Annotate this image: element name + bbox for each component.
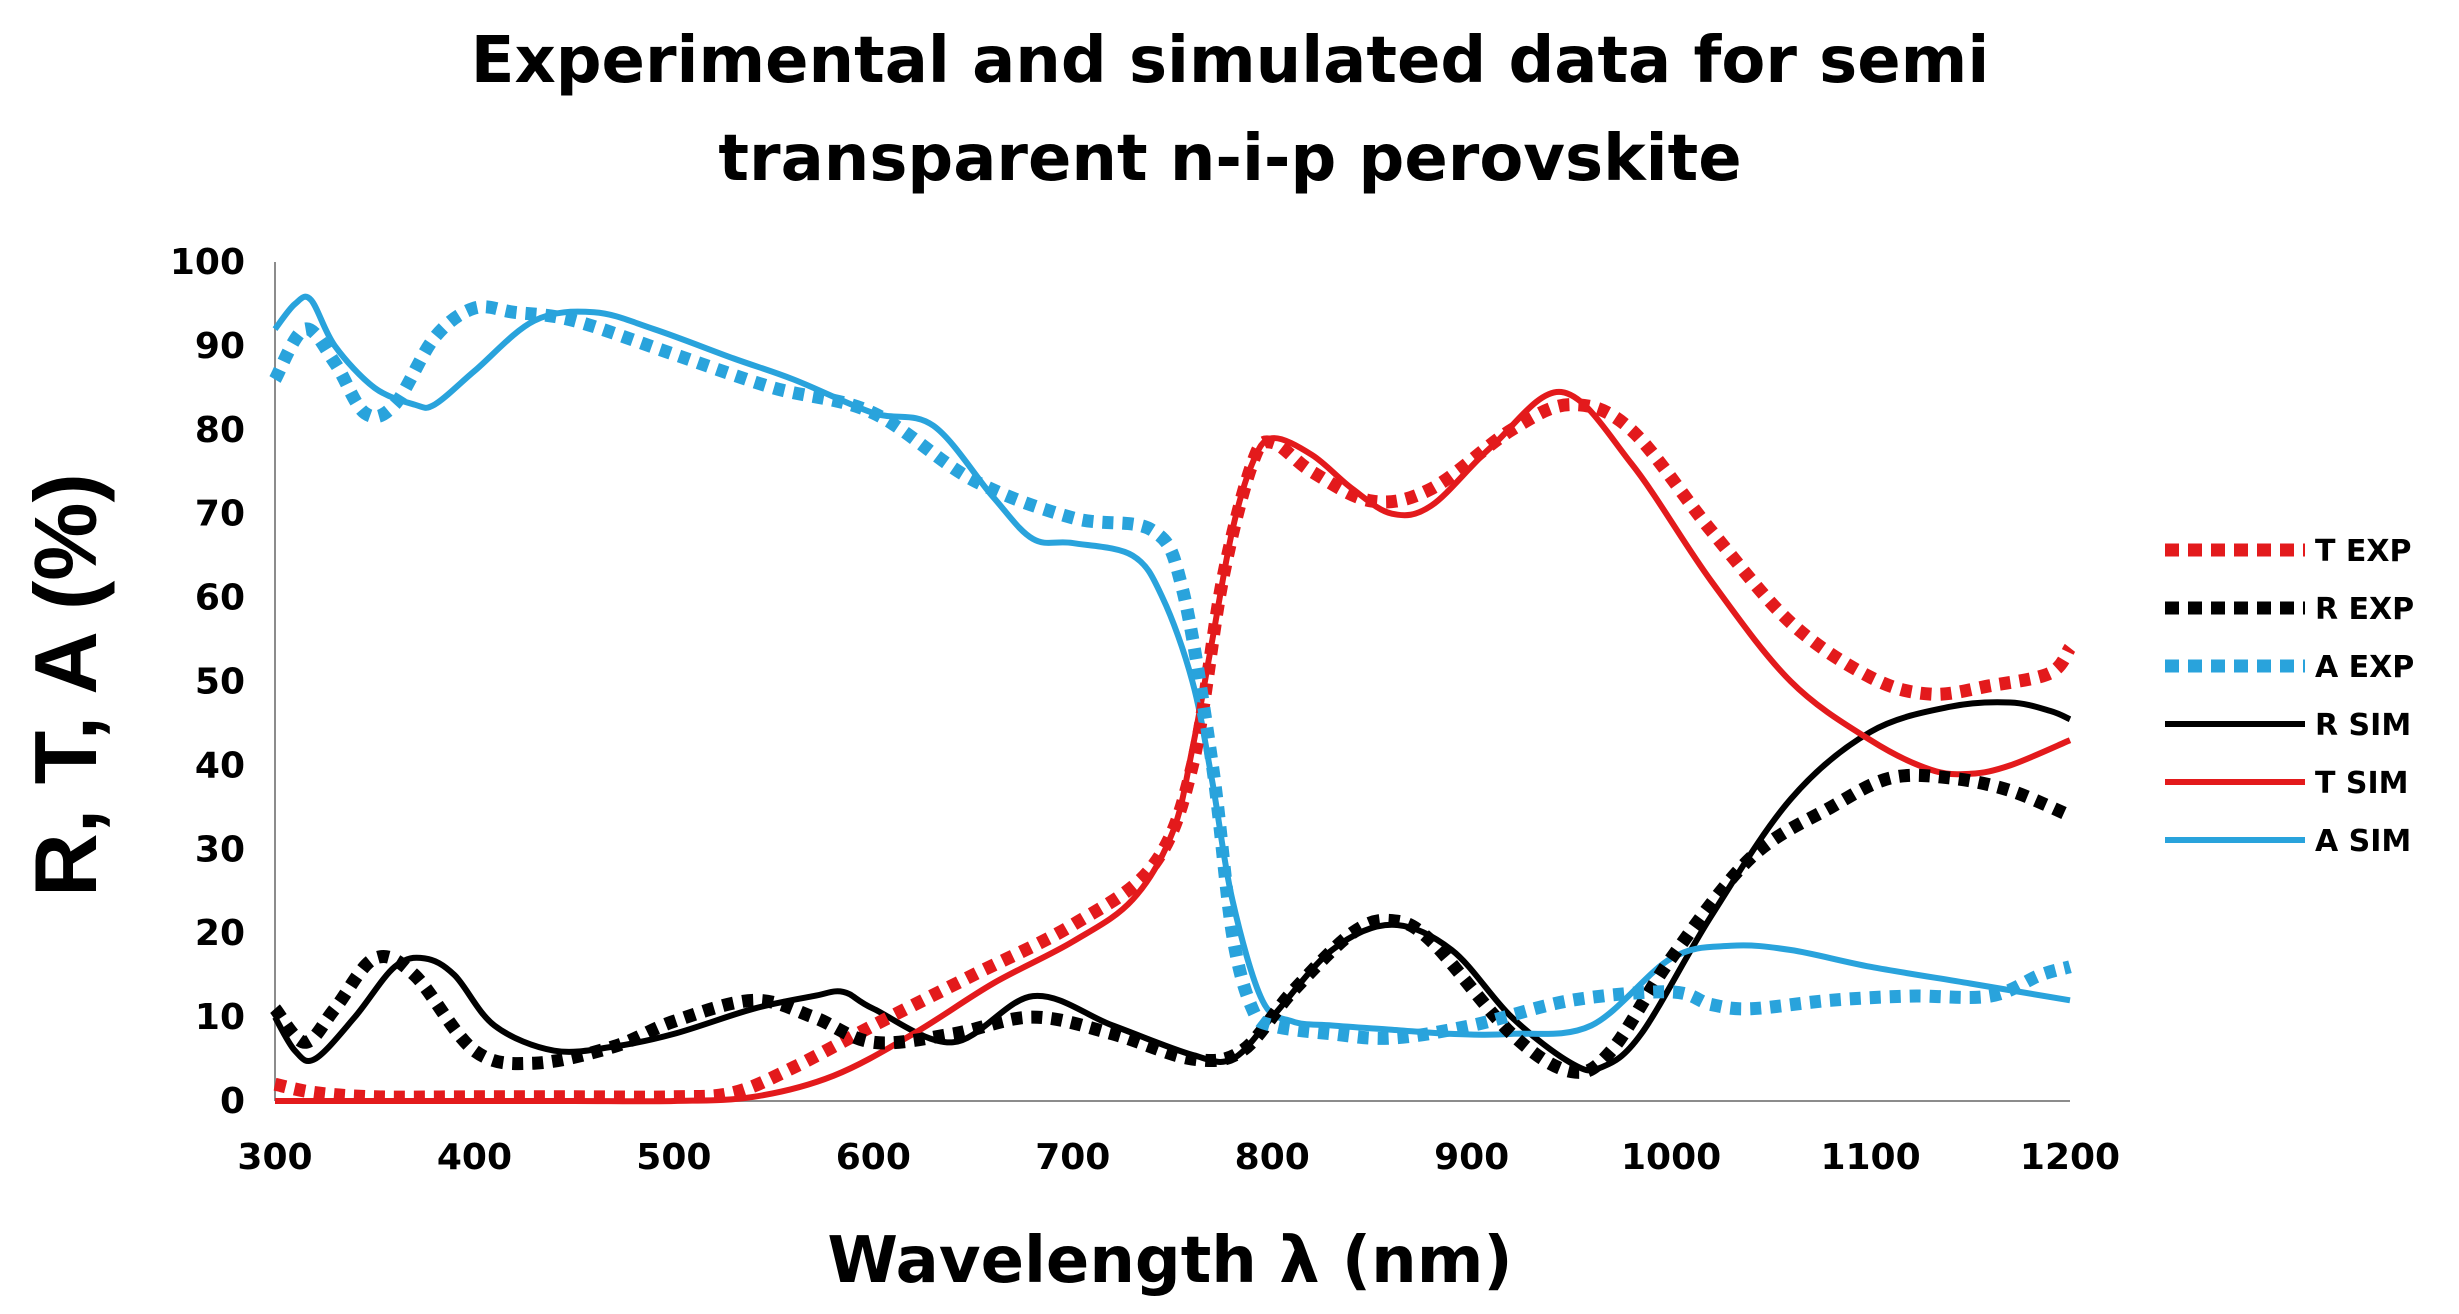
x-tick-label: 1000: [1621, 1137, 1721, 1178]
x-tick-label: 300: [237, 1137, 312, 1178]
x-tick-label: 500: [636, 1137, 711, 1178]
legend-label-t-exp: T EXP: [2315, 534, 2412, 569]
series-t-exp: [273, 398, 2076, 1104]
x-tick-label: 600: [836, 1137, 911, 1178]
y-tick-label: 60: [195, 578, 245, 619]
chart-title-line-1: Experimental and simulated data for semi: [471, 24, 1990, 98]
x-tick-label: 400: [437, 1137, 512, 1178]
legend-label-a-exp: A EXP: [2315, 650, 2414, 685]
legend: T EXP R EXP A EXP R SIM T SIM A SIM: [2165, 534, 2414, 859]
legend-label-t-sim: T SIM: [2315, 766, 2409, 801]
chart-title-line-2: transparent n-i-p perovskite: [718, 122, 1741, 196]
y-tick-label: 40: [195, 745, 245, 786]
series-layer: [269, 293, 2076, 1105]
legend-label-a-sim: A SIM: [2315, 824, 2411, 859]
y-tick-label: 70: [195, 494, 245, 535]
y-tick-label: 100: [170, 242, 245, 283]
y-tick-label: 20: [195, 913, 245, 954]
y-tick-label: 30: [195, 829, 245, 870]
x-tick-label: 900: [1434, 1137, 1509, 1178]
x-tick-label: 800: [1235, 1137, 1310, 1178]
y-tick-label: 10: [195, 997, 245, 1038]
series-t-sim: [275, 388, 2072, 1105]
series-a-exp: [269, 300, 2072, 1045]
axes: [274, 262, 2070, 1102]
y-tick-label: 90: [195, 326, 245, 367]
y-tick-label: 50: [195, 662, 245, 703]
x-tick-label: 1200: [2020, 1137, 2120, 1178]
x-tick-label: 700: [1035, 1137, 1110, 1178]
x-axis-title: Wavelength λ (nm): [827, 1224, 1512, 1298]
series-a-sim: [272, 293, 2071, 1038]
series-r-sim: [272, 699, 2072, 1074]
x-tick-label: 1100: [1820, 1137, 1920, 1178]
y-axis-title: R, T, A (%): [16, 473, 115, 897]
y-tick-label: 0: [220, 1081, 245, 1122]
y-tick-label: 80: [195, 410, 245, 451]
legend-label-r-sim: R SIM: [2315, 708, 2411, 743]
series-r-exp: [269, 768, 2073, 1079]
tick-labels: 0 10 20 30 40 50 60 70 80 90 100 300 400 500 600 700 800…: [170, 242, 2120, 1178]
legend-label-r-exp: R EXP: [2315, 592, 2414, 627]
